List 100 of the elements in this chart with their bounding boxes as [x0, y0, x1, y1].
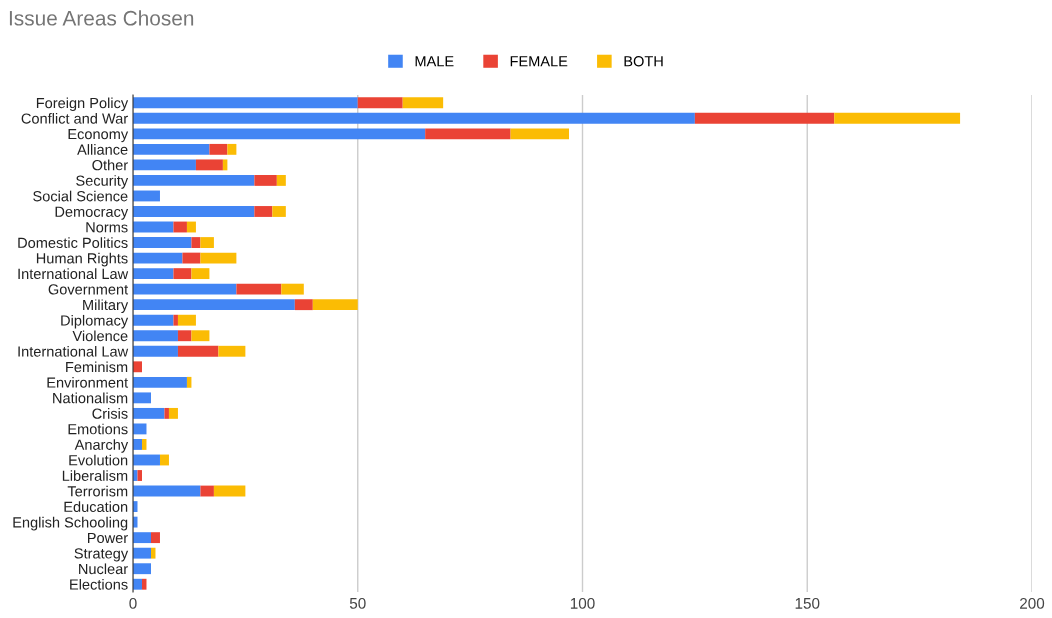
bar [186, 376, 192, 388]
y-tick-label: Environment [47, 377, 129, 388]
bar [133, 128, 426, 140]
x-tick-label: 150 [795, 597, 820, 609]
y-tick-label: Economy [68, 129, 129, 143]
y-tick-label: Elections [70, 578, 128, 590]
bar [133, 439, 142, 450]
y-tick-label: Human Rights [36, 252, 128, 267]
bar [173, 268, 192, 280]
y-tick-label: Alliance [77, 144, 128, 155]
chart-title: Issue Areas Chosen [9, 10, 194, 26]
bar [133, 563, 151, 575]
x-tick-label: 100 [570, 597, 595, 609]
bar [191, 268, 210, 280]
x-tick-label: 50 [349, 597, 366, 609]
y-tick-label: Evolution [69, 454, 128, 466]
bar [357, 97, 403, 109]
bar [133, 547, 151, 559]
bar [168, 407, 178, 419]
bar [177, 345, 219, 357]
bar [137, 470, 142, 481]
y-tick-label: Emotions [68, 423, 128, 435]
bar [133, 407, 165, 419]
bar [133, 159, 196, 171]
bar [133, 237, 192, 248]
bar [276, 174, 286, 186]
x-tick-label: 0 [129, 597, 137, 609]
y-tick-label: Education [64, 501, 128, 513]
y-tick-label: Security [76, 175, 129, 189]
legend-label: MALE [415, 56, 454, 67]
y-tick-label: Government [48, 284, 129, 295]
y-tick-label: Social Science [33, 190, 128, 202]
bar [173, 221, 187, 233]
bar [425, 128, 511, 140]
y-tick-label: Nuclear [79, 563, 128, 575]
y-tick-label: International Law [18, 345, 129, 357]
bar [254, 174, 277, 186]
bar [141, 439, 147, 450]
bar [227, 143, 237, 155]
bar [133, 206, 255, 217]
y-tick-label: Other [92, 159, 128, 171]
bar [200, 237, 214, 248]
legend-label: BOTH [624, 56, 663, 67]
y-tick-label: Norms [86, 222, 128, 233]
bar [133, 143, 210, 155]
y-tick-label: Liberalism [62, 470, 128, 481]
bar [213, 485, 246, 497]
bar [133, 330, 178, 342]
bar [150, 547, 156, 559]
bar [164, 407, 169, 419]
y-tick-label: Crisis [92, 408, 128, 419]
bar [254, 206, 273, 217]
bar [133, 314, 174, 326]
bar [281, 283, 304, 295]
y-tick-label: Strategy [74, 548, 129, 562]
bar [133, 392, 151, 404]
y-tick-label: Feminism [66, 361, 128, 373]
bar [133, 361, 142, 373]
bar [186, 221, 196, 233]
bar [510, 128, 570, 140]
bar [133, 376, 187, 388]
y-tick-label: English Schooling [13, 516, 128, 531]
bar [133, 345, 178, 357]
bar [694, 112, 835, 124]
y-tick-label: Military [83, 299, 129, 313]
bar [834, 112, 961, 124]
bar [177, 314, 196, 326]
bar [133, 532, 151, 544]
bar [195, 159, 223, 171]
y-tick-label: Power [88, 532, 128, 544]
legend-label: FEMALE [510, 56, 568, 67]
bar [133, 485, 201, 497]
bar [272, 206, 286, 217]
bar [133, 97, 358, 109]
bar [173, 314, 178, 326]
y-tick-label: Nationalism [53, 392, 128, 404]
bar [133, 283, 237, 295]
bar [141, 578, 147, 590]
bar [133, 423, 147, 435]
y-tick-label: Terrorism [67, 485, 128, 497]
bar [133, 268, 174, 280]
bar [200, 252, 237, 264]
bar [133, 112, 695, 124]
y-tick-label: Democracy [55, 206, 129, 220]
bar [133, 174, 255, 186]
bar [222, 159, 228, 171]
bar [182, 252, 201, 264]
bar [159, 454, 169, 466]
y-tick-label: Diplomacy [61, 314, 129, 329]
y-tick-label: Violence [72, 330, 128, 342]
bar [294, 299, 313, 311]
x-tick-label: 200 [1020, 597, 1045, 609]
bar [150, 532, 160, 544]
bar [209, 143, 228, 155]
bar [236, 283, 282, 295]
y-tick-label: Anarchy [74, 439, 129, 453]
bar [191, 330, 210, 342]
bar [133, 578, 142, 590]
y-tick-label: Domestic Politics [18, 237, 128, 248]
bar [133, 299, 295, 311]
